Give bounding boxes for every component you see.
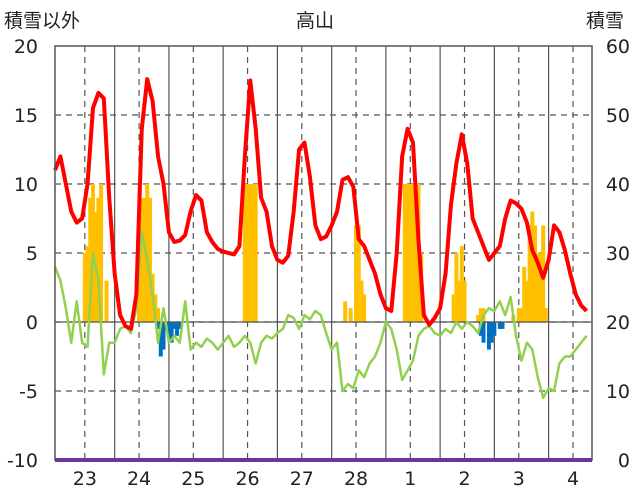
- y-tick-right: 30: [606, 243, 630, 265]
- snow-bar: [96, 197, 101, 322]
- y-tick-right: 40: [606, 174, 630, 196]
- x-tick-label: 24: [127, 468, 151, 490]
- x-tick-label: 3: [513, 468, 525, 490]
- snow-bar: [535, 253, 540, 322]
- snow-bar-negative: [169, 322, 174, 343]
- y-tick-right: 20: [606, 312, 630, 334]
- snow-bar: [402, 184, 407, 322]
- y-tick-left: -10: [7, 450, 38, 472]
- x-tick-label: 4: [567, 468, 579, 490]
- x-tick-label: 28: [344, 468, 368, 490]
- snow-bar: [522, 266, 527, 322]
- snow-bar: [408, 184, 413, 322]
- snow-bar: [253, 184, 258, 322]
- snow-bar: [543, 308, 548, 322]
- y-tick-right: 60: [606, 36, 630, 58]
- snow-bar: [147, 197, 152, 322]
- snow-bar: [348, 308, 353, 322]
- snow-bar: [516, 308, 521, 322]
- snow-bar-negative: [166, 322, 171, 336]
- snow-bar: [413, 184, 418, 322]
- snow-bar-negative: [161, 322, 166, 350]
- snow-bar: [359, 280, 364, 322]
- snow-bar: [99, 184, 104, 322]
- snow-bar-negative: [500, 322, 505, 329]
- snow-bar: [533, 225, 538, 322]
- snow-bar: [405, 184, 410, 322]
- snow-bar-negative: [158, 322, 163, 357]
- snow-bar: [478, 308, 483, 322]
- snow-bar-negative: [486, 322, 491, 350]
- series-line-red: [53, 77, 589, 331]
- snow-bar: [527, 225, 532, 322]
- right-axis-title: 積雪: [586, 10, 625, 32]
- snow-bar: [156, 308, 161, 322]
- y-tick-left: 5: [26, 243, 38, 265]
- snow-bar-negative: [492, 322, 497, 336]
- snow-bar-negative: [156, 322, 161, 329]
- snow-bar: [519, 308, 524, 322]
- snow-bar: [242, 184, 247, 322]
- snow-bar-negative: [478, 322, 483, 336]
- y-tick-left: 0: [26, 312, 38, 334]
- snow-bar: [250, 184, 255, 322]
- snow-bar: [476, 315, 481, 322]
- snow-bar: [85, 246, 90, 322]
- series-line-green: [53, 231, 588, 400]
- x-tick-label: 23: [73, 468, 97, 490]
- y-tick-right: 0: [618, 450, 630, 472]
- y-tick-right: 50: [606, 105, 630, 127]
- snow-bar: [538, 253, 543, 322]
- snow-bar: [245, 184, 250, 322]
- snow-bar: [454, 253, 459, 322]
- snow-bar-negative: [177, 322, 182, 329]
- x-tick-label: 2: [458, 468, 470, 490]
- snow-bar: [142, 197, 147, 322]
- snow-bar: [248, 184, 253, 322]
- snow-bar: [145, 184, 150, 322]
- snow-bar: [104, 280, 109, 322]
- snow-bar: [82, 253, 87, 322]
- y-tick-left: 10: [14, 174, 38, 196]
- snow-bar: [457, 280, 462, 322]
- snow-bar-negative: [497, 322, 502, 329]
- x-tick-label: 26: [235, 468, 259, 490]
- y-tick-left: 20: [14, 36, 38, 58]
- x-tick-label: 25: [181, 468, 205, 490]
- snow-bar: [459, 246, 464, 322]
- snow-bar: [362, 294, 367, 322]
- snow-bar: [451, 294, 456, 322]
- snow-bar: [356, 225, 361, 322]
- x-tick-label: 1: [404, 468, 416, 490]
- snow-bar-negative: [175, 322, 180, 336]
- y-tick-left: 15: [14, 105, 38, 127]
- snow-bar: [88, 197, 93, 322]
- snow-bar: [411, 184, 415, 322]
- snow-bar: [139, 197, 144, 322]
- snow-bar: [354, 225, 359, 322]
- y-tick-left: -5: [19, 381, 38, 403]
- snow-bar-negative: [489, 322, 494, 343]
- chart-title: 高山: [296, 10, 335, 32]
- x-tick-label: 27: [290, 468, 314, 490]
- snow-bar: [462, 280, 467, 322]
- snow-bar: [530, 211, 535, 322]
- snow-bar-negative: [172, 322, 177, 329]
- snow-bar-negative: [481, 322, 486, 343]
- snow-bar: [524, 280, 529, 322]
- snow-bar: [343, 301, 348, 322]
- y-tick-right: 10: [606, 381, 630, 403]
- left-axis-title: 積雪以外: [4, 10, 81, 32]
